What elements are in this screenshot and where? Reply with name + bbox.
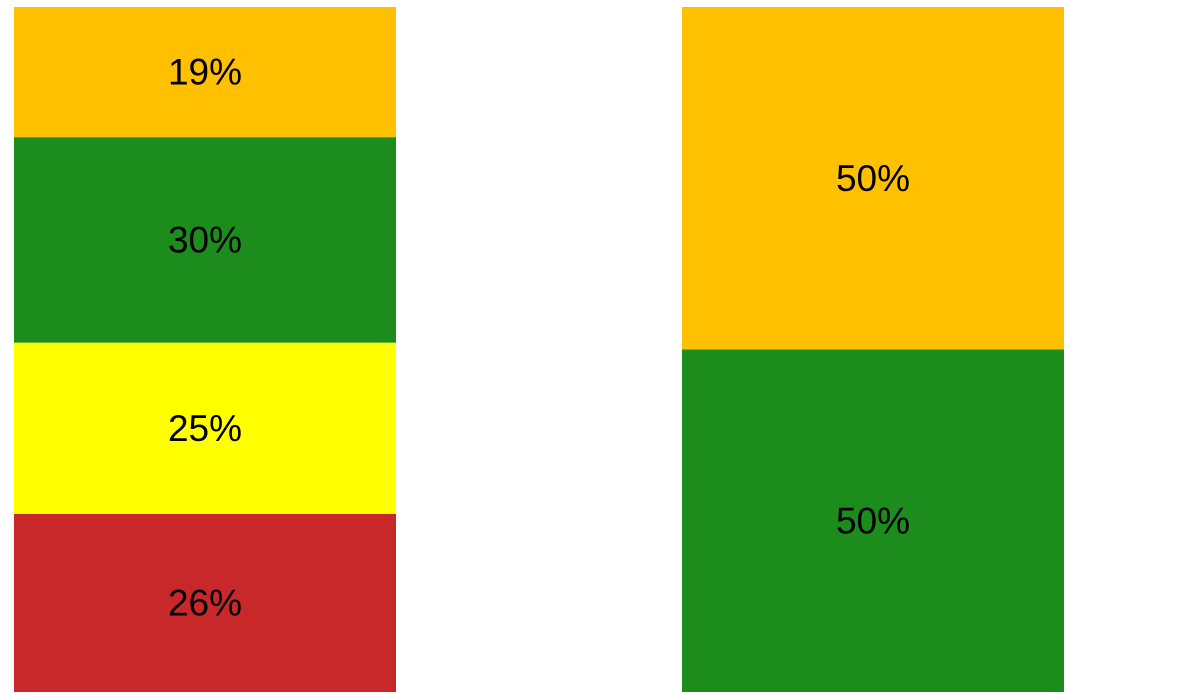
bars-layer	[14, 7, 1064, 692]
bar-1-segment-3-label: 30%	[168, 219, 242, 260]
bar-1-segment-2-label: 25%	[168, 408, 242, 449]
bar-2-segment-2-label: 50%	[836, 158, 910, 199]
bar-2-segment-1-label: 50%	[836, 500, 910, 541]
bar-1-segment-1	[14, 513, 396, 692]
bar-1-segment-4	[14, 7, 396, 138]
bar-2-segment-1	[682, 349, 1064, 692]
bar-1-segment-3	[14, 137, 396, 343]
bar-1-segment-4-label: 19%	[168, 52, 242, 93]
bar-2-segment-2	[682, 7, 1064, 350]
bar-1-segment-1-label: 26%	[168, 582, 242, 623]
bar-1-segment-2	[14, 342, 396, 514]
labels-layer: 26% 25% 30% 19% 50% 50%	[168, 52, 910, 624]
